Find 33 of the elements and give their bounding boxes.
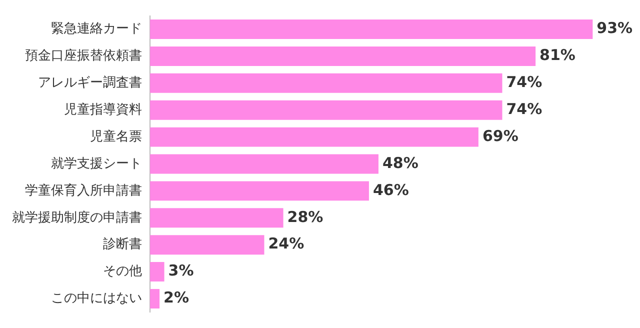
data-label: 46% (372, 180, 409, 199)
bar (150, 100, 502, 120)
bar (150, 127, 478, 147)
bar (150, 181, 369, 201)
y-tick-label: 診断書 (103, 237, 142, 252)
y-tick-label: 学童保育入所申請書 (25, 182, 142, 198)
data-label: 28% (287, 208, 324, 226)
bar (150, 262, 164, 282)
y-tick-label: 児童指導資料 (64, 101, 142, 118)
y-tick-label: アレルギー調査書 (38, 76, 142, 91)
data-label: 81% (540, 46, 576, 64)
data-label: 3% (168, 262, 194, 280)
y-tick-label: 預金口座振替依頼書 (25, 48, 142, 64)
data-label: 24% (268, 234, 304, 253)
y-tick-label: 就学援助制度の申請書 (12, 209, 142, 226)
y-tick-label: 緊急連絡カード (51, 22, 142, 37)
bar (150, 154, 378, 174)
y-tick-label: その他 (103, 264, 142, 280)
bar (150, 208, 284, 228)
data-label: 74% (506, 100, 542, 118)
bar (150, 46, 536, 66)
bar (150, 20, 593, 40)
bar (150, 235, 264, 255)
y-tick-label: 就学支援シート (51, 156, 142, 172)
data-label: 69% (482, 126, 518, 145)
data-label: 2% (164, 288, 189, 307)
bar (150, 288, 160, 308)
data-label: 74% (506, 73, 542, 92)
data-label: 48% (382, 154, 418, 172)
y-tick-label: 児童名票 (90, 128, 142, 144)
bar (150, 73, 502, 93)
data-label: 93% (596, 19, 633, 38)
y-tick-label: この中にはない (51, 291, 142, 306)
